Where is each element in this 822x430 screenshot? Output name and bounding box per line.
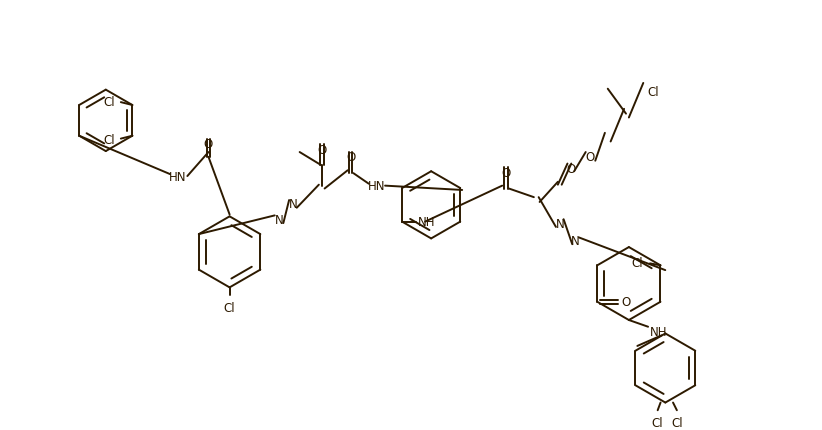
- Text: Cl: Cl: [224, 301, 235, 314]
- Text: O: O: [346, 151, 355, 164]
- Text: NH: NH: [650, 325, 667, 338]
- Text: O: O: [204, 138, 213, 150]
- Text: N: N: [289, 198, 298, 211]
- Text: NH: NH: [418, 215, 435, 229]
- Text: N: N: [275, 213, 284, 226]
- Text: N: N: [570, 234, 580, 247]
- Text: Cl: Cl: [104, 134, 115, 147]
- Text: Cl: Cl: [647, 86, 658, 99]
- Text: O: O: [501, 166, 510, 179]
- Text: Cl: Cl: [671, 416, 683, 429]
- Text: O: O: [621, 295, 630, 309]
- Text: Cl: Cl: [104, 95, 115, 108]
- Text: HN: HN: [367, 180, 386, 193]
- Text: Cl: Cl: [652, 416, 663, 429]
- Text: O: O: [317, 143, 326, 156]
- Text: Cl: Cl: [631, 256, 643, 269]
- Text: O: O: [586, 151, 595, 164]
- Text: HN: HN: [169, 170, 187, 183]
- Text: O: O: [566, 163, 576, 175]
- Text: N: N: [556, 217, 564, 230]
